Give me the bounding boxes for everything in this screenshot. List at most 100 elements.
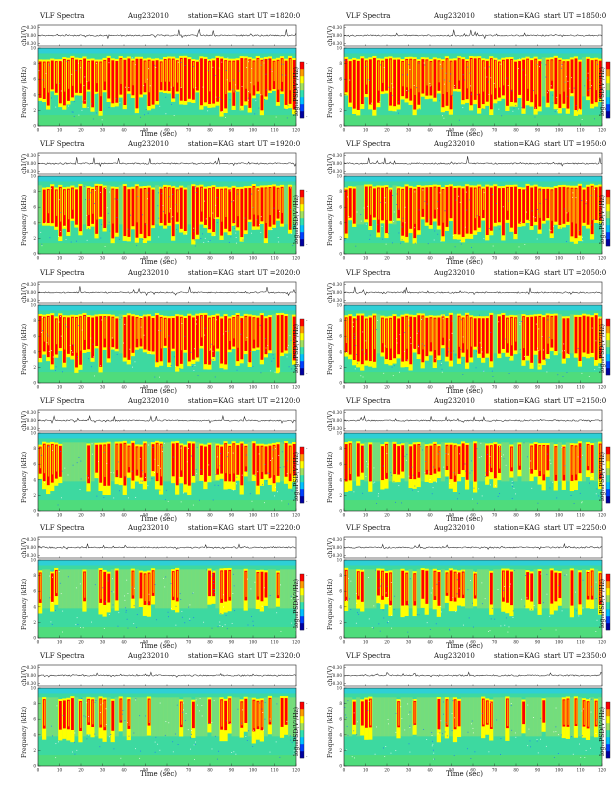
amplitude-axis-label: ch1(V)	[21, 665, 28, 686]
panel-date: Aug232010	[434, 12, 475, 20]
amplitude-tick-label: -0.30	[331, 169, 342, 174]
spectrogram	[37, 175, 297, 255]
time-tick-label: 10	[57, 768, 63, 773]
time-tick-label: 50	[143, 256, 149, 261]
frequency-tick-label: 4	[33, 604, 36, 609]
time-tick-label: 90	[535, 128, 541, 133]
time-tick-label: 30	[406, 256, 412, 261]
time-tick-label: 110	[271, 513, 279, 518]
panel-station: station=KAG	[188, 12, 234, 20]
colorbar	[605, 318, 611, 376]
time-tick-label: 120	[292, 385, 300, 390]
frequency-tick-label: 10	[31, 686, 37, 691]
spectrogram	[343, 304, 603, 384]
time-tick-label: 40	[427, 768, 433, 773]
frequency-tick-label: 0	[33, 381, 36, 386]
time-tick-label: 120	[292, 128, 300, 133]
panel-start-time: start UT =2120:0	[238, 397, 301, 405]
amplitude-tick-label: 0.00	[333, 33, 343, 38]
panel-start-time: start UT =2220:0	[238, 524, 301, 532]
frequency-axis-label: Frequency (kHz)	[327, 323, 334, 375]
time-tick-label: 0	[343, 128, 346, 133]
amplitude-tick-label: 0.30	[27, 410, 37, 415]
time-tick-label: 20	[78, 385, 84, 390]
panel-station: station=KAG	[494, 524, 540, 532]
amplitude-tick-label: -0.30	[331, 553, 342, 558]
frequency-tick-label: 6	[33, 717, 36, 722]
time-tick-label: 40	[121, 256, 127, 261]
amplitude-tick-label: 0.00	[27, 290, 37, 295]
time-tick-label: 40	[121, 640, 127, 645]
time-tick-label: 60	[164, 513, 170, 518]
frequency-axis-label: Frequency (kHz)	[327, 578, 334, 630]
frequency-tick-label: 10	[337, 46, 343, 51]
frequency-tick-label: 4	[339, 477, 342, 482]
frequency-tick-label: 6	[33, 205, 36, 210]
frequency-tick-label: 8	[339, 446, 342, 451]
panel-station: station=KAG	[188, 397, 234, 405]
amplitude-axis-label: ch1(V)	[327, 25, 334, 46]
panel-date: Aug232010	[434, 397, 475, 405]
colorbar	[605, 701, 611, 759]
time-tick-label: 70	[492, 385, 498, 390]
time-tick-label: 60	[164, 256, 170, 261]
time-tick-label: 20	[384, 385, 390, 390]
panel-station: station=KAG	[188, 652, 234, 660]
amplitude-axis-label: ch1(V)	[21, 153, 28, 174]
spectrogram	[343, 175, 603, 255]
spectra-panel: VLF Spectra Aug232010 station=KAG start UT …	[8, 397, 308, 523]
time-tick-label: 100	[555, 256, 563, 261]
amplitude-axis-label: ch1(V)	[21, 537, 28, 558]
time-tick-label: 0	[37, 128, 40, 133]
time-tick-label: 70	[492, 768, 498, 773]
time-tick-label: 90	[229, 128, 235, 133]
time-tick-label: 80	[513, 640, 519, 645]
amplitude-trace	[37, 286, 297, 297]
panel-station: station=KAG	[188, 269, 234, 277]
time-tick-label: 0	[343, 513, 346, 518]
time-tick-label: 60	[470, 256, 476, 261]
time-tick-label: 110	[577, 513, 585, 518]
time-tick-label: 80	[207, 256, 213, 261]
amplitude-trace	[343, 415, 603, 423]
time-tick-label: 10	[57, 640, 63, 645]
time-tick-label: 100	[249, 128, 257, 133]
time-tick-label: 40	[121, 385, 127, 390]
time-tick-label: 10	[363, 385, 369, 390]
time-tick-label: 0	[343, 768, 346, 773]
frequency-tick-label: 0	[33, 764, 36, 769]
colorbar-label: log₁₀PSD(V²/Hz)	[599, 579, 606, 628]
colorbar-label: log₁₀PSD(V²/Hz)	[293, 67, 300, 116]
time-tick-label: 100	[249, 385, 257, 390]
panel-station: station=KAG	[494, 140, 540, 148]
colorbar	[299, 318, 305, 376]
frequency-tick-label: 10	[337, 558, 343, 563]
colorbar-label: log₁₀PSD(V²/Hz)	[293, 324, 300, 373]
time-tick-label: 30	[100, 128, 106, 133]
spectrogram	[37, 687, 297, 767]
time-tick-label: 40	[427, 256, 433, 261]
amplitude-tick-label: 0.30	[333, 537, 343, 542]
time-tick-label: 50	[449, 128, 455, 133]
time-tick-label: 10	[57, 513, 63, 518]
time-tick-label: 40	[121, 768, 127, 773]
frequency-tick-label: 0	[339, 381, 342, 386]
amplitude-tick-label: 0.30	[333, 282, 343, 287]
panel-title: VLF Spectra	[346, 12, 391, 20]
time-tick-label: 30	[406, 768, 412, 773]
panel-title: VLF Spectra	[40, 140, 85, 148]
frequency-tick-label: 6	[339, 77, 342, 82]
panel-title: VLF Spectra	[40, 12, 85, 20]
time-tick-label: 90	[535, 640, 541, 645]
spectrogram	[343, 559, 603, 639]
time-tick-label: 50	[143, 513, 149, 518]
frequency-tick-label: 2	[339, 620, 342, 625]
frequency-tick-label: 2	[33, 748, 36, 753]
time-tick-label: 80	[207, 385, 213, 390]
time-tick-label: 10	[363, 128, 369, 133]
time-tick-label: 30	[406, 640, 412, 645]
time-tick-label: 10	[57, 256, 63, 261]
